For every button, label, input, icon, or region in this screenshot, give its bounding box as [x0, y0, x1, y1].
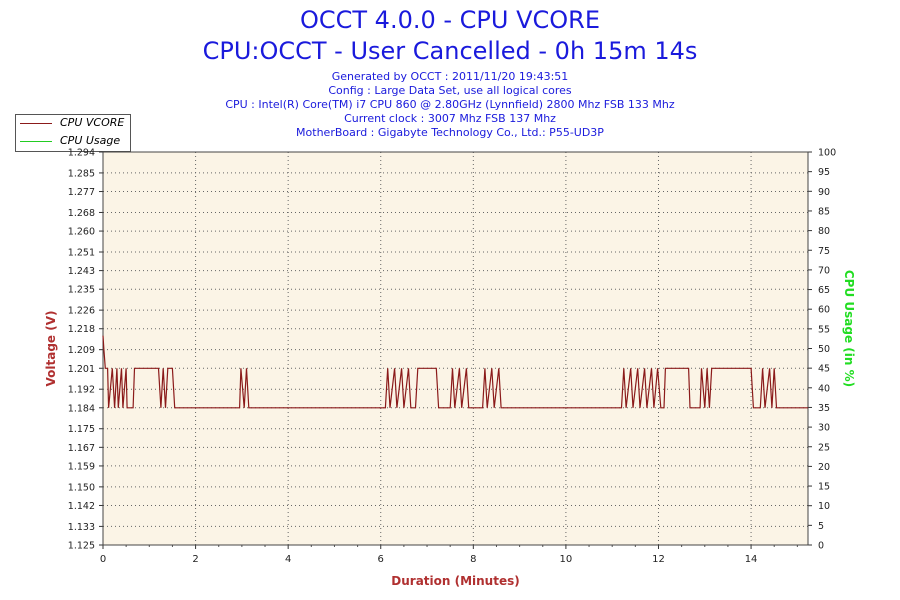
y-tick-label: 1.277	[68, 187, 95, 198]
legend-item-vcore: CPU VCORE	[20, 115, 128, 131]
info-cpu: CPU : Intel(R) Core(TM) i7 CPU 860 @ 2.8…	[225, 98, 675, 111]
x-tick-label: 10	[560, 554, 573, 565]
y2-tick-label: 10	[818, 501, 830, 512]
legend-label-usage: CPU Usage	[60, 134, 121, 147]
y-tick-label: 1.133	[68, 522, 95, 533]
legend-label-vcore: CPU VCORE	[60, 116, 125, 129]
y-tick-label: 1.294	[68, 148, 95, 159]
y-tick-label: 1.142	[68, 501, 95, 512]
chart-subtitle: CPU:OCCT - User Cancelled - 0h 15m 14s	[202, 37, 698, 65]
legend-swatch-vcore	[20, 123, 52, 124]
legend: CPU VCORE CPU Usage	[15, 114, 131, 152]
y2-tick-label: 70	[818, 265, 830, 276]
legend-swatch-usage	[20, 141, 52, 142]
y-tick-label: 1.175	[68, 424, 95, 435]
y-tick-label: 1.260	[68, 227, 95, 238]
y2-tick-label: 60	[818, 305, 830, 316]
info-config: Config : Large Data Set, use all logical…	[328, 84, 572, 97]
y-tick-label: 1.218	[68, 324, 95, 335]
y-tick-label: 1.159	[68, 461, 95, 472]
y2-axis-label: CPU Usage (in %)	[842, 270, 856, 387]
info-clock: Current clock : 3007 Mhz FSB 137 Mhz	[344, 112, 556, 125]
y-tick-label: 1.209	[68, 345, 95, 356]
y2-tick-label: 95	[818, 167, 830, 178]
y-tick-label: 1.235	[68, 285, 95, 296]
y-tick-label: 1.243	[68, 266, 95, 277]
plot-area	[103, 152, 808, 545]
y-tick-label: 1.192	[68, 385, 95, 396]
x-tick-label: 6	[378, 554, 384, 565]
y2-tick-label: 20	[818, 462, 830, 473]
y-tick-label: 1.184	[68, 403, 95, 414]
info-motherboard: MotherBoard : Gigabyte Technology Co., L…	[296, 126, 604, 139]
y2-tick-label: 85	[818, 206, 830, 217]
y2-tick-label: 5	[818, 521, 824, 532]
y-axis-label: Voltage (V)	[44, 311, 58, 387]
x-tick-label: 4	[285, 554, 291, 565]
y2-tick-label: 0	[818, 541, 824, 552]
y2-tick-label: 100	[818, 148, 836, 159]
legend-item-usage: CPU Usage	[20, 133, 128, 149]
y-tick-label: 1.201	[68, 364, 95, 375]
x-axis-label: Duration (Minutes)	[391, 574, 519, 588]
y2-tick-label: 80	[818, 226, 830, 237]
y-tick-label: 1.125	[68, 541, 95, 552]
y-tick-label: 1.285	[68, 168, 95, 179]
x-tick-label: 14	[745, 554, 758, 565]
y2-tick-label: 50	[818, 344, 830, 355]
y2-tick-label: 40	[818, 383, 830, 394]
info-generated: Generated by OCCT : 2011/11/20 19:43:51	[331, 70, 569, 83]
y-tick-label: 1.268	[68, 208, 95, 219]
y2-tick-label: 45	[818, 364, 830, 375]
y2-tick-label: 65	[818, 285, 830, 296]
x-tick-label: 12	[652, 554, 665, 565]
y-tick-label: 1.226	[68, 306, 95, 317]
y2-tick-label: 75	[818, 246, 830, 257]
x-tick-label: 8	[470, 554, 476, 565]
plot-border	[102, 151, 809, 546]
y2-tick-label: 55	[818, 324, 830, 335]
y2-tick-label: 15	[818, 482, 830, 493]
y-tick-label: 1.150	[68, 482, 95, 493]
y2-tick-label: 35	[818, 403, 830, 414]
y2-tick-label: 25	[818, 442, 830, 453]
y-tick-label: 1.167	[68, 443, 95, 454]
y2-tick-label: 30	[818, 423, 830, 434]
x-tick-label: 0	[100, 554, 106, 565]
chart-title: OCCT 4.0.0 - CPU VCORE	[299, 6, 600, 34]
y-tick-label: 1.251	[68, 247, 95, 258]
x-tick-label: 2	[192, 554, 198, 565]
y2-tick-label: 90	[818, 187, 830, 198]
series-line-cpu-vcore	[102, 335, 808, 409]
